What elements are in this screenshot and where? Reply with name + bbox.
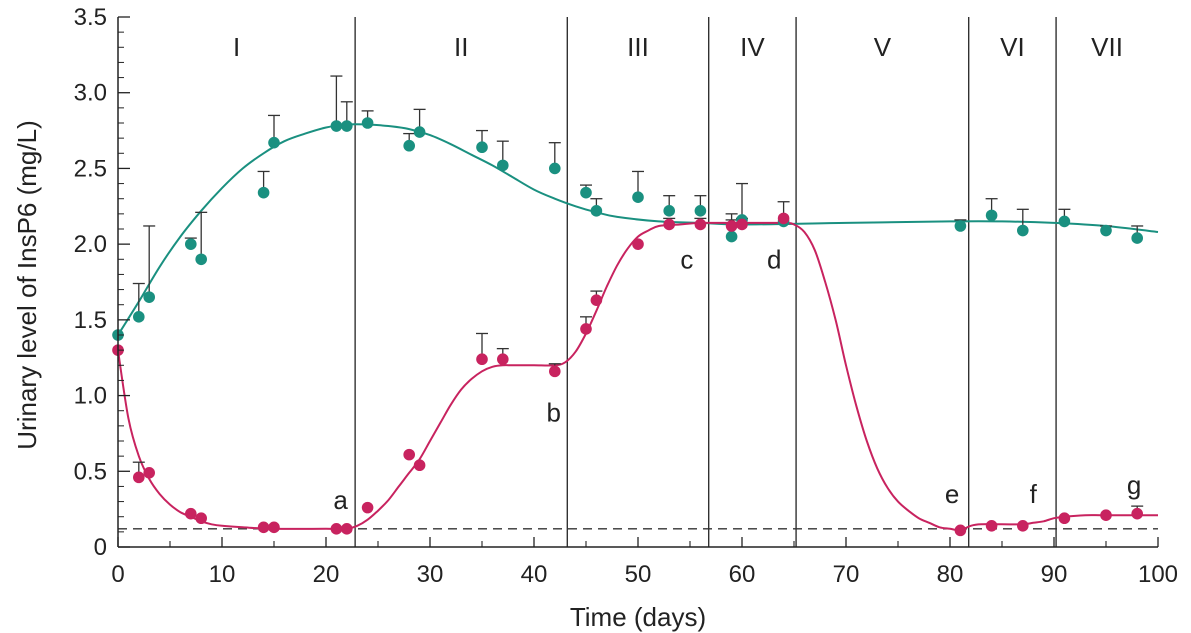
series-1-point (632, 191, 644, 203)
y-axis-title: Urinary level of InsP6 (mg/L) (12, 120, 42, 449)
phase-label: II (454, 32, 468, 62)
phase-label: VI (1000, 32, 1025, 62)
series-1-point (268, 136, 280, 149)
annotation-label: c (680, 244, 693, 274)
x-tick-label: 30 (417, 561, 444, 588)
series-1-point (185, 238, 197, 250)
series-2-point (257, 521, 270, 534)
series-1-point (133, 311, 145, 323)
y-tick-label: 3.0 (74, 80, 107, 107)
series-1-point (985, 209, 998, 222)
series-1-point (497, 159, 509, 172)
phase-dividers (354, 17, 1057, 547)
series-2-point (133, 471, 145, 484)
series-2-point (476, 353, 488, 366)
series-2-point (632, 238, 644, 250)
phase-label: III (627, 32, 649, 62)
point-annotations: a b c d e f g (333, 244, 1141, 515)
y-tick-label: 3.5 (74, 4, 107, 31)
series-2-point (663, 218, 675, 231)
series-2-point (330, 523, 343, 535)
series-1-point (1100, 224, 1112, 237)
phase-labels: I II III IV V VI VII (233, 32, 1123, 62)
y-tick-label: 1.5 (74, 307, 107, 334)
series-2-point (580, 323, 592, 335)
phase-label: V (874, 32, 892, 62)
series-2-point (341, 523, 353, 535)
series-1-point (257, 186, 270, 199)
x-tick-label: 20 (313, 561, 340, 588)
x-tick-label: 10 (209, 561, 236, 588)
series-1-point (403, 139, 416, 152)
series-1-point (694, 205, 707, 217)
series-2-point (590, 294, 603, 306)
series-2-point (1058, 512, 1071, 525)
phase-label: IV (740, 32, 765, 62)
x-tick-label: 60 (729, 561, 756, 588)
x-tick-label: 100 (1138, 561, 1178, 588)
series-2-point (361, 501, 374, 514)
series-1-point (341, 120, 353, 132)
x-axis-title: Time (days) (570, 602, 706, 632)
series-2-point (954, 524, 967, 537)
series-1-point (580, 186, 592, 199)
x-tick-label: 0 (111, 561, 124, 588)
series-2-point (143, 467, 155, 479)
annotation-label: e (945, 479, 959, 509)
y-tick-label: 0.5 (74, 458, 107, 485)
annotation-label: b (547, 397, 561, 427)
series-1-curve (117, 123, 1159, 336)
series-1-point (361, 117, 374, 129)
series-2-point (985, 520, 998, 532)
series-1-point (954, 220, 967, 232)
y-tick-label: 1.0 (74, 383, 107, 410)
y-axis: 0 0.5 1.0 1.5 2.0 2.5 3.0 3.5 (74, 4, 130, 561)
x-tick-label: 40 (521, 561, 548, 588)
series-2-point (1100, 509, 1112, 521)
x-tick-label: 50 (625, 561, 652, 588)
series-2-point (413, 459, 426, 472)
series-2-point (694, 218, 707, 231)
series-1-point (476, 141, 488, 154)
annotation-label: a (333, 485, 348, 515)
series-1-point (725, 230, 738, 243)
series-2-point (777, 212, 790, 225)
series-2-point (549, 365, 561, 378)
series-1-point (1017, 224, 1029, 237)
annotation-label: g (1127, 470, 1141, 500)
y-tick-label: 2.5 (74, 155, 107, 182)
x-tick-label: 80 (937, 561, 964, 588)
x-tick-label: 90 (1041, 561, 1068, 588)
series-1-point (1131, 232, 1143, 244)
data-points (112, 117, 1143, 537)
series-1-point (549, 162, 561, 175)
series-2-point (195, 512, 207, 525)
series-2-point (403, 448, 416, 461)
x-axis: 0 10 20 30 40 50 60 70 80 90 100 (111, 537, 1178, 588)
series-2-point (268, 521, 280, 534)
series-1-point (1058, 215, 1071, 228)
series-1-point (330, 120, 343, 132)
series-2-point (736, 218, 748, 231)
series-2-point (1131, 507, 1143, 520)
series-1-point (143, 291, 155, 303)
series-2-point (497, 353, 509, 366)
phase-label: I (233, 32, 240, 62)
x-tick-label: 70 (833, 561, 860, 588)
series-1-point (413, 126, 426, 138)
series-2-curve (117, 221, 1158, 532)
phase-label: VII (1091, 32, 1123, 62)
y-tick-label: 2.0 (74, 231, 107, 258)
series-2-point (185, 507, 197, 520)
series-2-point (725, 220, 738, 232)
series-2-point (1017, 520, 1029, 532)
series-1-point (590, 205, 603, 217)
annotation-label: f (1030, 479, 1038, 509)
y-tick-label: 0 (94, 534, 107, 561)
annotation-label: d (767, 244, 781, 274)
series-1-point (663, 205, 675, 217)
series-1-point (195, 253, 207, 266)
curves (117, 123, 1159, 532)
